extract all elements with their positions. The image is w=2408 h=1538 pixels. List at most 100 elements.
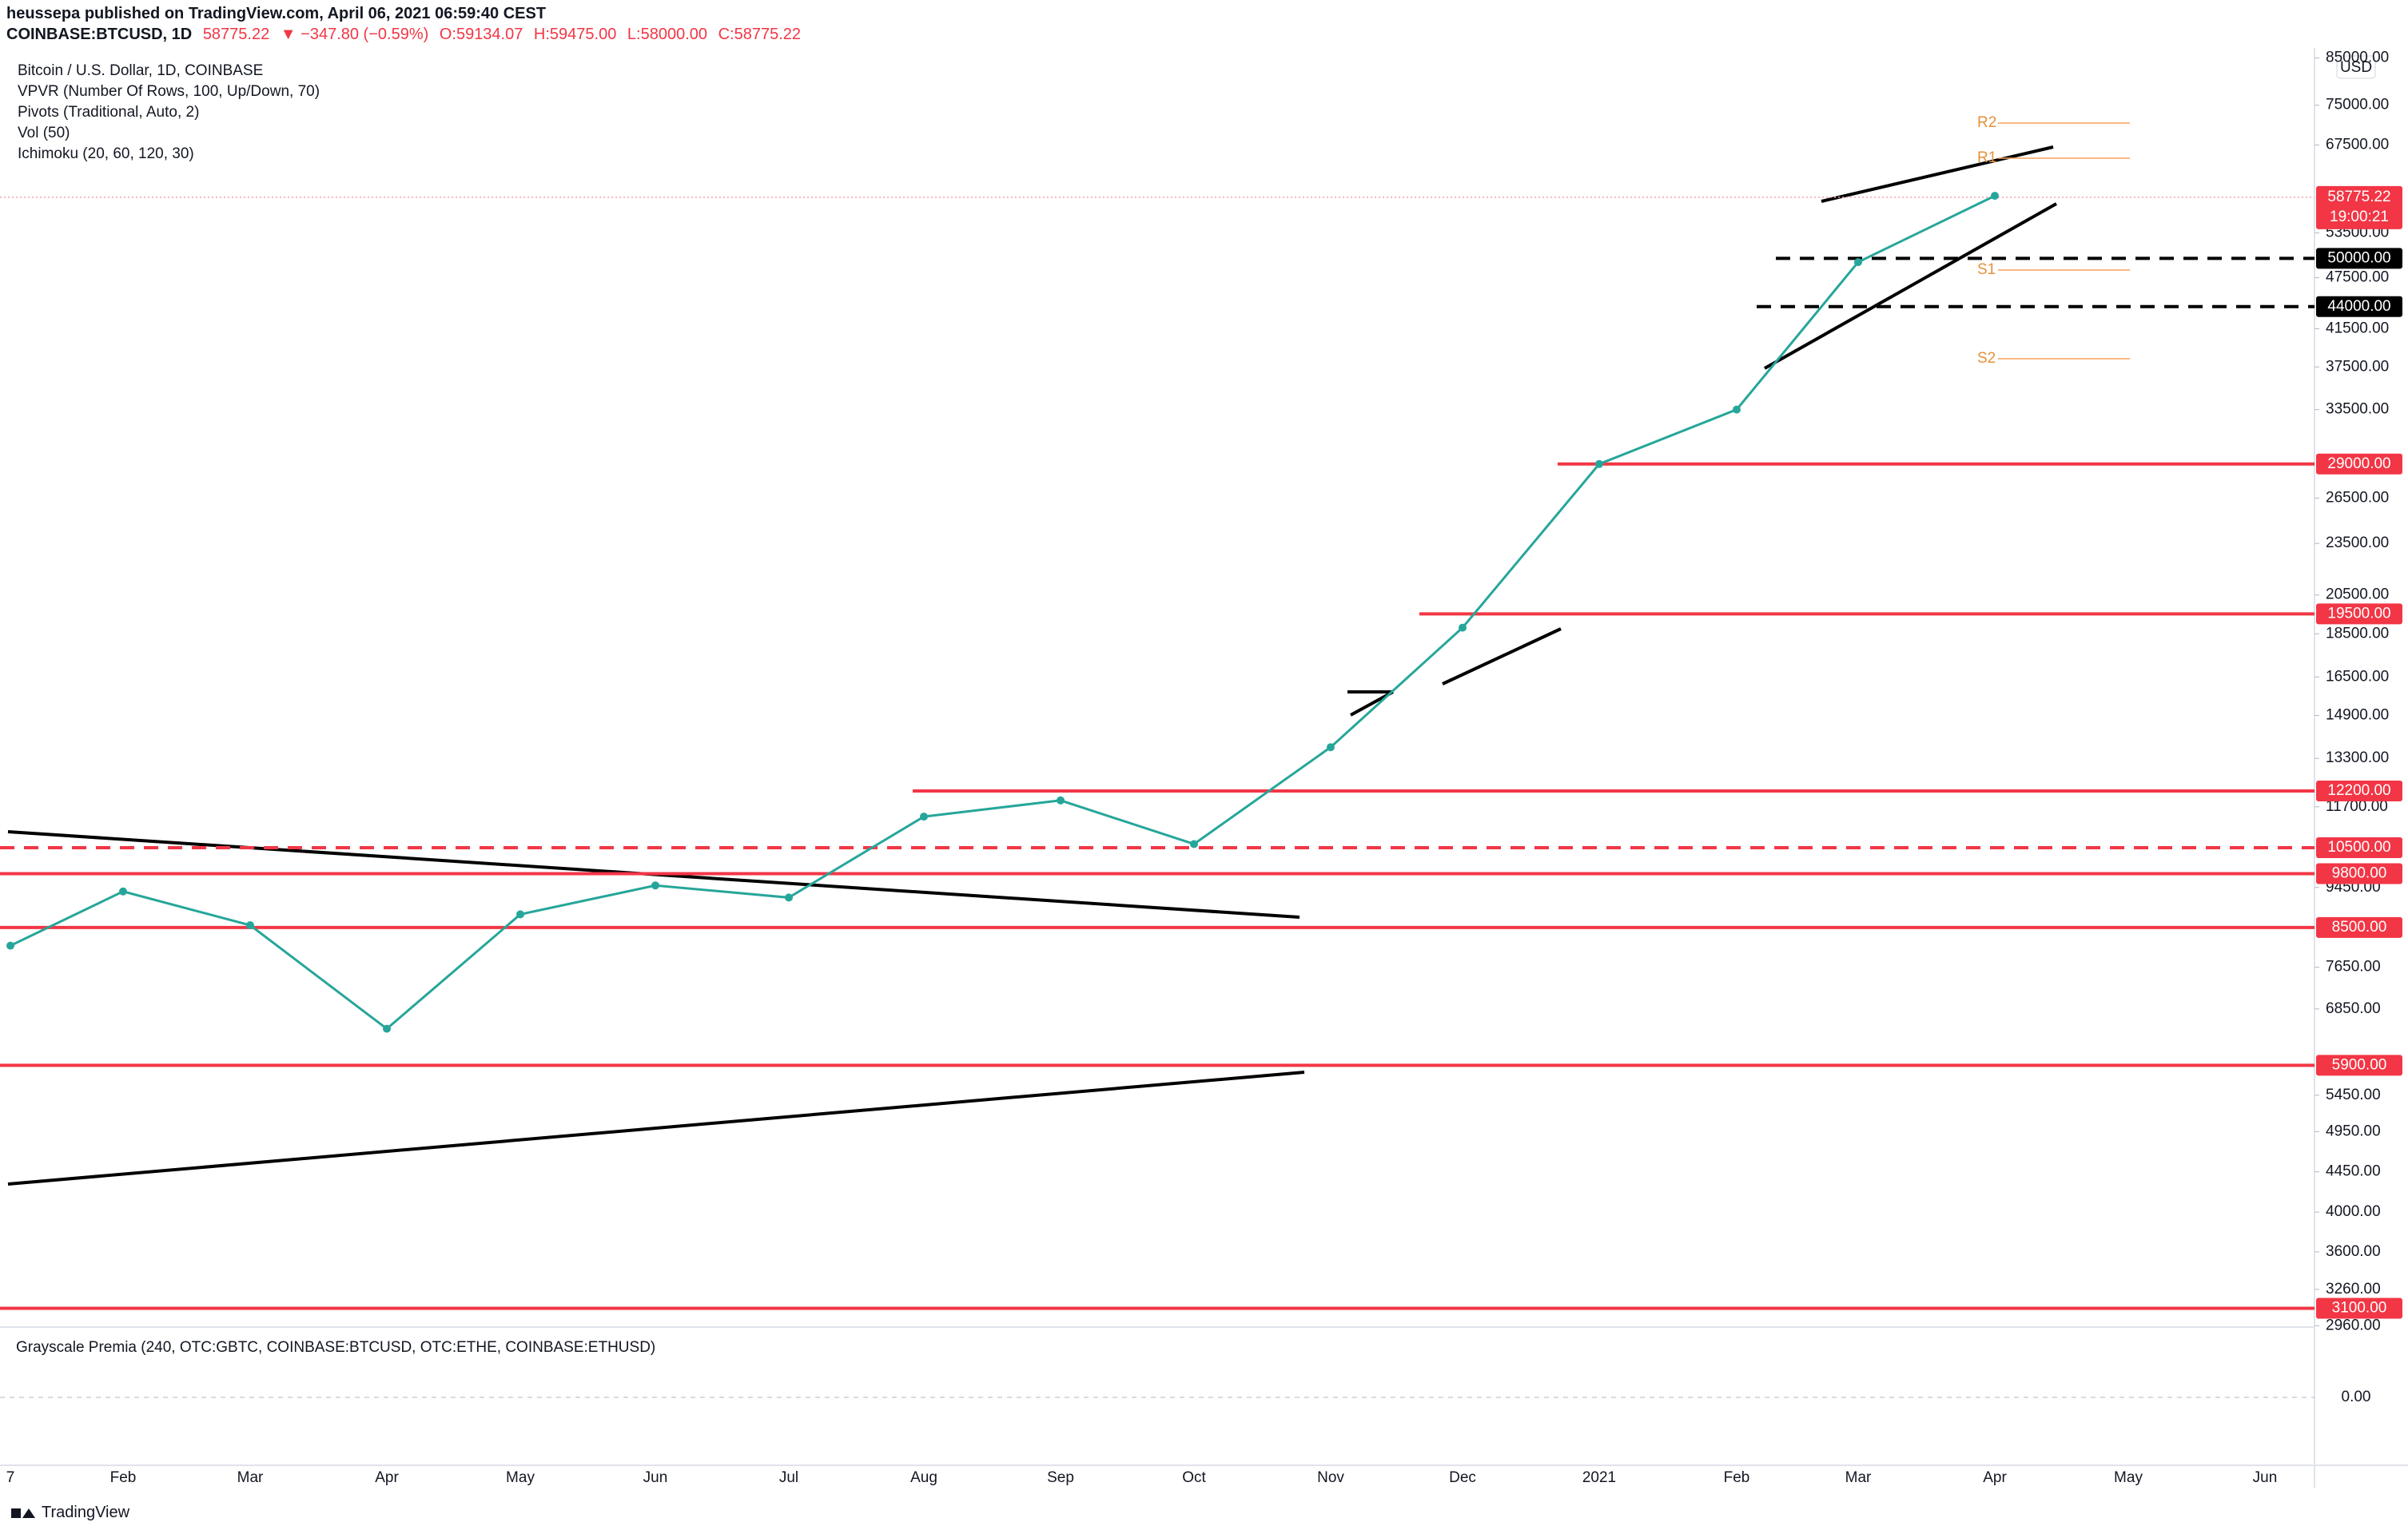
price-point xyxy=(1733,405,1741,414)
level-label-box xyxy=(2316,1298,2402,1319)
level-label: 5900.00 xyxy=(2332,1056,2387,1073)
trendline[interactable] xyxy=(1442,627,1562,686)
level-label: 29000.00 xyxy=(2327,455,2390,472)
price-point xyxy=(119,887,127,896)
y-tick-label: 18500.00 xyxy=(2326,625,2389,642)
x-tick-label: Sep xyxy=(1047,1469,1074,1486)
x-tick-label: Mar xyxy=(1845,1469,1872,1486)
level-label-box xyxy=(2316,863,2402,884)
premia-title: Grayscale Premia (240, OTC:GBTC, COINBAS… xyxy=(16,1339,655,1356)
logo xyxy=(11,1508,35,1518)
y-tick-label: 4450.00 xyxy=(2326,1163,2381,1180)
x-tick-label: Nov xyxy=(1317,1469,1344,1486)
level-label-box xyxy=(2316,916,2402,938)
x-tick-label: 2021 xyxy=(1582,1469,1616,1486)
header: heussepa published on TradingView.com, A… xyxy=(6,3,801,45)
countdown: 19:00:21 xyxy=(2330,209,2389,225)
x-tick-label: Feb xyxy=(110,1469,137,1486)
y-tick-label: 85000.00 xyxy=(2326,50,2389,66)
price-point xyxy=(785,893,793,902)
level-label: 3100.00 xyxy=(2332,1300,2387,1317)
y-tick-label: 11700.00 xyxy=(2326,798,2388,815)
symbol[interactable]: COINBASE:BTCUSD, 1D xyxy=(6,26,193,43)
price-point xyxy=(246,921,254,930)
y-tick-label: 5450.00 xyxy=(2326,1087,2381,1103)
pivot-label: R2 xyxy=(1977,114,1996,131)
ohlc: H:59475.00 xyxy=(533,26,617,43)
level-label: 44000.00 xyxy=(2327,298,2390,315)
x-tick-label: Jul xyxy=(779,1469,798,1486)
level-label: 9800.00 xyxy=(2332,865,2387,882)
price-line xyxy=(10,194,1996,1031)
price-point xyxy=(1459,623,1467,632)
trendlines xyxy=(7,145,2057,1186)
y-tick-label: 7650.00 xyxy=(2326,959,2381,976)
level-label: 10500.00 xyxy=(2327,839,2390,856)
currency-box[interactable] xyxy=(2336,55,2376,79)
y-tick-label: 67500.00 xyxy=(2326,136,2389,153)
x-tick-label: Oct xyxy=(1182,1469,1206,1486)
price-point xyxy=(651,881,659,890)
price-point xyxy=(1854,258,1862,267)
y-tick-label: 37500.00 xyxy=(2326,358,2389,375)
level-label: 8500.00 xyxy=(2332,919,2387,936)
legend: Bitcoin / U.S. Dollar, 1D, COINBASE VPVR… xyxy=(18,61,320,165)
legend-item[interactable]: Ichimoku (20, 60, 120, 30) xyxy=(18,145,194,162)
y-tick-label: 13300.00 xyxy=(2326,749,2389,766)
legend-item[interactable]: VPVR (Number Of Rows, 100, Up/Down, 70) xyxy=(18,83,320,100)
price: 58775.22 xyxy=(202,26,270,43)
trendline[interactable] xyxy=(1821,145,2054,203)
x-tick-label: Mar xyxy=(237,1469,264,1486)
footer: TradingView xyxy=(11,1504,129,1522)
price-point xyxy=(6,941,14,950)
premia-zero-label: 0.00 xyxy=(2342,1389,2371,1405)
y-tick-label: 6850.00 xyxy=(2326,1000,2381,1017)
trendline[interactable] xyxy=(7,1071,1305,1186)
y-tick-label: 14900.00 xyxy=(2326,707,2389,724)
price-point xyxy=(920,813,928,821)
trendline[interactable] xyxy=(1764,202,2057,370)
x-tick-label: Dec xyxy=(1449,1469,1476,1486)
x-tick-label: Apr xyxy=(375,1469,399,1486)
level-label-box xyxy=(2316,781,2402,802)
ohlc: O:59134.07 xyxy=(439,26,523,43)
legend-item[interactable]: Vol (50) xyxy=(18,125,70,141)
quote-line: COINBASE:BTCUSD, 1D 58775.22 ▼ −347.80 (… xyxy=(6,24,801,45)
y-tick-label: 23500.00 xyxy=(2326,535,2389,551)
x-tick-label: Aug xyxy=(910,1469,937,1486)
price-point xyxy=(1595,459,1603,468)
pivot-label: S1 xyxy=(1977,261,1996,278)
level-label-box xyxy=(2316,603,2402,625)
x-tick-label: May xyxy=(2114,1469,2143,1486)
ohlc: L:58000.00 xyxy=(627,26,708,43)
level-label: 12200.00 xyxy=(2327,782,2390,799)
x-tick-label: Feb xyxy=(1724,1469,1750,1486)
y-tick-label: 33500.00 xyxy=(2326,401,2389,418)
pivot-lines xyxy=(1998,122,2130,360)
level-label-box xyxy=(2316,248,2402,269)
level-label-box xyxy=(2316,1055,2402,1076)
y-tick-label: 16500.00 xyxy=(2326,668,2389,685)
price-point xyxy=(516,910,524,919)
y-tick-label: 4950.00 xyxy=(2326,1123,2381,1139)
y-tick-label: 4000.00 xyxy=(2326,1203,2381,1220)
price-point xyxy=(1190,840,1198,848)
x-tick-label: Apr xyxy=(1983,1469,2007,1486)
currency[interactable]: USD xyxy=(2340,59,2372,76)
legend-item[interactable]: Bitcoin / U.S. Dollar, 1D, COINBASE xyxy=(18,62,264,79)
x-tick-label: 7 xyxy=(6,1469,15,1486)
x-tick-label: Jun xyxy=(643,1469,668,1486)
legend-item[interactable]: Pivots (Traditional, Auto, 2) xyxy=(18,104,200,121)
y-tick-label: 75000.00 xyxy=(2326,97,2389,113)
price-point xyxy=(1327,743,1335,752)
change: ▼ −347.80 (−0.59%) xyxy=(280,26,429,43)
level-label-box xyxy=(2316,837,2402,858)
pivot-label: S2 xyxy=(1977,350,1996,367)
publisher: heussepa published on TradingView.com, A… xyxy=(6,5,547,22)
level-label: 19500.00 xyxy=(2327,605,2390,622)
price-point xyxy=(1057,796,1065,805)
brand: TradingView xyxy=(42,1504,130,1521)
price-point xyxy=(383,1024,391,1033)
